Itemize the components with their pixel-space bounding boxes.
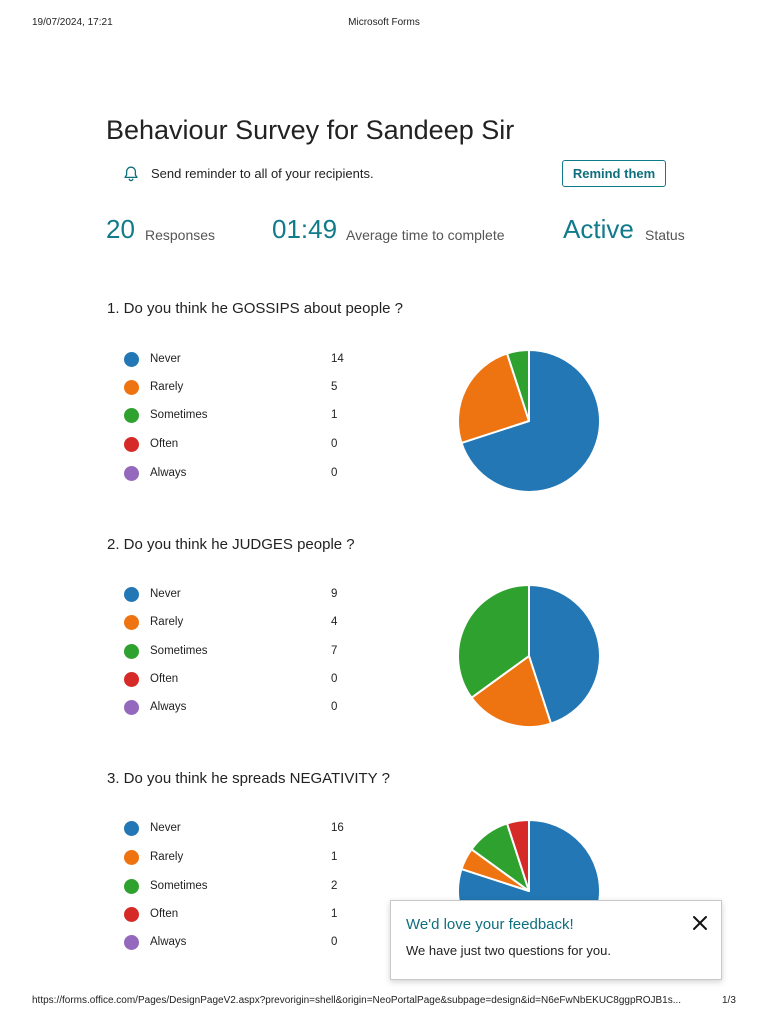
question-1-option-always: Always 0	[124, 464, 354, 484]
status-value: Active	[563, 214, 634, 244]
legend-dot	[124, 437, 139, 452]
option-count: 9	[331, 588, 338, 600]
legend-dot	[124, 935, 139, 950]
feedback-title: We'd love your feedback!	[406, 916, 574, 933]
question-1-option-sometimes: Sometimes 1	[124, 406, 354, 426]
option-label: Always	[150, 701, 187, 713]
option-label: Rarely	[150, 616, 184, 628]
average-time-label: Average time to complete	[346, 227, 505, 243]
responses-label: Responses	[145, 227, 216, 243]
option-label: Often	[150, 673, 179, 685]
question-1-option-often: Often 0	[124, 435, 354, 455]
legend-dot	[124, 644, 139, 659]
question-2-pie-chart	[457, 584, 601, 728]
option-label: Always	[150, 936, 187, 948]
legend-dot	[124, 380, 139, 395]
pie-slice-sometimes	[506, 349, 530, 422]
option-count: 0	[331, 438, 338, 450]
feedback-popup: We'd love your feedback! We have just tw…	[390, 900, 722, 980]
option-count: 1	[331, 409, 338, 421]
option-count: 1	[331, 908, 338, 920]
option-count: 4	[331, 616, 338, 628]
option-count: 0	[331, 467, 338, 479]
option-label: Often	[150, 438, 179, 450]
legend-dot	[124, 352, 139, 367]
print-url: https://forms.office.com/Pages/DesignPag…	[32, 995, 682, 1006]
question-2-option-always: Always 0	[124, 698, 354, 718]
option-count: 7	[331, 645, 338, 657]
responses-count: 20	[106, 214, 135, 244]
question-3-option-always: Always 0	[124, 933, 354, 953]
option-count: 2	[331, 880, 338, 892]
question-1-option-rarely: Rarely 5	[124, 378, 354, 398]
legend-dot	[124, 879, 139, 894]
option-label: Often	[150, 908, 179, 920]
bell-icon	[124, 166, 138, 182]
page-title: Behaviour Survey for Sandeep Sir	[106, 115, 515, 145]
option-count: 1	[331, 851, 338, 863]
option-label: Rarely	[150, 381, 184, 393]
legend-dot	[124, 700, 139, 715]
question-3-option-rarely: Rarely 1	[124, 848, 354, 868]
remind-them-button[interactable]: Remind them	[562, 160, 666, 187]
option-count: 16	[331, 822, 344, 834]
print-date: 19/07/2024, 17:21	[32, 17, 113, 28]
legend-dot	[124, 587, 139, 602]
option-label: Sometimes	[150, 409, 208, 421]
print-title: Microsoft Forms	[348, 17, 420, 28]
legend-dot	[124, 821, 139, 836]
question-2-option-rarely: Rarely 4	[124, 613, 354, 633]
question-1-pie-chart	[457, 349, 601, 493]
option-count: 14	[331, 353, 344, 365]
option-label: Never	[150, 353, 181, 365]
pie-slice-sometimes	[457, 584, 530, 699]
question-1-option-never: Never 14	[124, 350, 354, 370]
average-time-value: 01:49	[272, 214, 338, 244]
option-label: Never	[150, 822, 181, 834]
question-3-option-sometimes: Sometimes 2	[124, 877, 354, 897]
legend-dot	[124, 466, 139, 481]
option-label: Always	[150, 467, 187, 479]
legend-dot	[124, 672, 139, 687]
pie-slice-rarely	[470, 655, 552, 728]
question-2-title: 2. Do you think he JUDGES people ?	[107, 536, 355, 553]
feedback-text: We have just two questions for you.	[406, 943, 611, 958]
legend-dot	[124, 907, 139, 922]
option-count: 5	[331, 381, 338, 393]
option-label: Rarely	[150, 851, 184, 863]
close-icon[interactable]	[689, 912, 711, 934]
pie-slice-never	[528, 584, 601, 725]
legend-dot	[124, 408, 139, 423]
option-count: 0	[331, 673, 338, 685]
pie-slice-never	[460, 349, 601, 493]
question-3-option-never: Never 16	[124, 819, 354, 839]
reminder-text: Send reminder to all of your recipients.	[151, 166, 374, 181]
option-label: Sometimes	[150, 645, 208, 657]
pie-slice-rarely	[457, 352, 530, 444]
legend-dot	[124, 850, 139, 865]
option-label: Never	[150, 588, 181, 600]
question-2-option-never: Never 9	[124, 585, 354, 605]
option-count: 0	[331, 701, 338, 713]
question-2-option-sometimes: Sometimes 7	[124, 642, 354, 662]
option-label: Sometimes	[150, 880, 208, 892]
legend-dot	[124, 615, 139, 630]
pie-slice-often	[506, 819, 530, 892]
option-count: 0	[331, 936, 338, 948]
status-label: Status	[645, 227, 685, 243]
page-number: 1/3	[722, 995, 736, 1006]
question-2-option-often: Often 0	[124, 670, 354, 690]
question-1-title: 1. Do you think he GOSSIPS about people …	[107, 300, 404, 317]
question-3-title: 3. Do you think he spreads NEGATIVITY ?	[107, 770, 390, 787]
question-3-option-often: Often 1	[124, 905, 354, 925]
